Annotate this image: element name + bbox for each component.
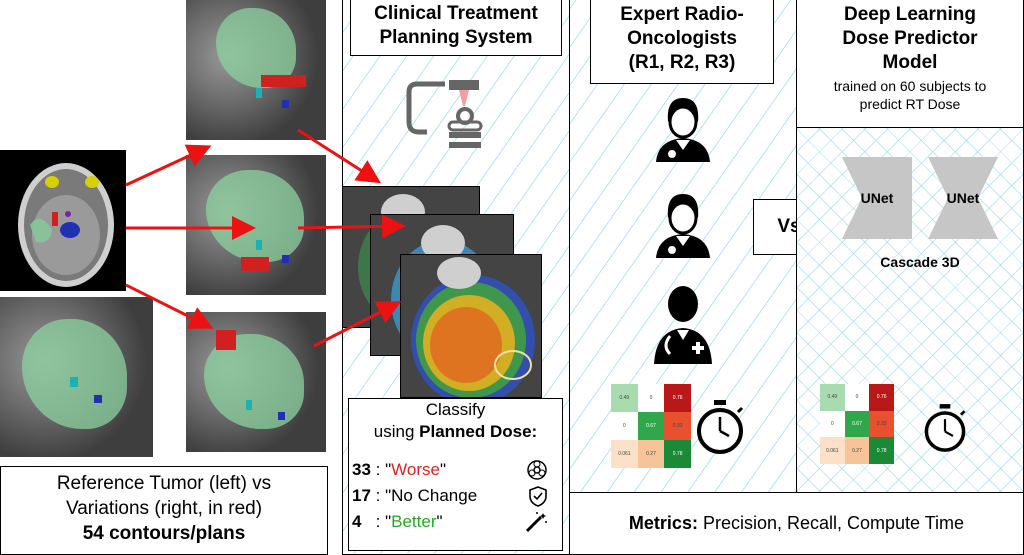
classify-sep: : " — [370, 486, 392, 505]
model-title-line-3: Model — [882, 52, 938, 73]
unet-block-2 — [928, 157, 998, 239]
reference-description-box: Reference Tumor (left) vs Variations (ri… — [0, 466, 328, 555]
classify-label: Better — [391, 512, 437, 531]
experts-title-line-1: Expert Radio- — [620, 4, 744, 25]
classify-count: 4 — [352, 512, 362, 531]
stopwatch-icon — [697, 400, 744, 454]
confusion-cell: 0 — [637, 384, 665, 412]
classify-row: 33 : "Worse" — [349, 457, 562, 489]
metrics-label: Metrics: — [628, 513, 698, 533]
dose-map-3 — [400, 254, 542, 398]
unet-label-1: UNet — [860, 190, 894, 206]
reference-line-3: 54 contours/plans — [82, 523, 246, 544]
classify-close-quote: " — [439, 460, 446, 479]
variation-mri-slice-2 — [186, 155, 326, 295]
classify-label: Worse — [391, 460, 440, 479]
classify-heading-line-1: Classify — [425, 400, 486, 419]
metrics-text: Precision, Recall, Compute Time — [697, 513, 965, 533]
model-confusion-matrix: 0.49 0 0.76 0 0.67 0.33 0.061 0.27 0.78 — [820, 384, 894, 464]
classify-count: 33 — [352, 460, 371, 479]
unet-label-2: UNet — [946, 190, 980, 206]
confusion-cell: 0.33 — [869, 410, 894, 438]
variation-mri-slice-1 — [186, 0, 326, 140]
classify-row: 4 : "Better" — [349, 509, 562, 541]
variation-mri-slice-3 — [186, 312, 326, 452]
reference-ct-scan — [0, 150, 126, 291]
reference-line-2: Variations (right, in red) — [65, 498, 263, 519]
classify-heading-line-2: using Planned Dose: — [349, 421, 562, 443]
model-title-line-1: Deep Learning — [844, 4, 976, 25]
confusion-cell: 0.49 — [611, 384, 638, 412]
unet-block-1 — [842, 157, 912, 239]
confusion-cell: 0.67 — [844, 410, 870, 438]
model-subtitle-line-2: predict RT Dose — [859, 96, 961, 112]
metrics-box: Metrics: Precision, Recall, Compute Time — [569, 492, 1024, 555]
model-title-box: Deep Learning Dose Predictor Model train… — [796, 0, 1024, 128]
cascade-label: Cascade 3D — [880, 254, 960, 270]
confusion-cell: 0 — [611, 412, 638, 440]
biohazard-icon — [526, 459, 548, 489]
classify-rows: 33 : "Worse" 17 : "No Change 4 : "Better" — [349, 457, 562, 541]
reference-mri-slice — [0, 297, 153, 457]
confusion-cell: 0.27 — [637, 440, 665, 468]
ctps-title-line-1: Clinical Treatment — [374, 3, 538, 24]
confusion-cell: 0 — [844, 384, 870, 411]
shield-check-icon — [528, 485, 548, 515]
ctps-title-line-2: Planning System — [379, 27, 533, 48]
reference-line-1: Reference Tumor (left) vs — [56, 473, 272, 494]
confusion-cell: 0.76 — [664, 384, 691, 412]
ctps-title-box: Clinical Treatment Planning System — [350, 0, 562, 56]
classify-prefix: using — [373, 422, 420, 441]
confusion-cell: 0.78 — [664, 440, 691, 468]
confusion-cell: 0.27 — [844, 437, 870, 464]
classify-box: Classify using Planned Dose: 33 : "Worse… — [348, 398, 563, 551]
ct-scan-graphic — [18, 163, 114, 287]
magic-wand-icon — [524, 511, 548, 541]
confusion-cell: 0.33 — [664, 412, 691, 440]
expert-confusion-matrix: 0.49 0 0.76 0 0.67 0.33 0.061 0.27 0.78 — [611, 384, 691, 468]
classify-planned-dose: Planned Dose: — [419, 422, 538, 441]
linac-machine-icon — [406, 80, 483, 148]
classify-label: No Change — [391, 486, 478, 505]
confusion-cell: 0.67 — [637, 412, 665, 440]
experts-title-box: Expert Radio- Oncologists (R1, R2, R3) — [590, 0, 774, 84]
confusion-cell: 0.76 — [869, 384, 894, 411]
model-subtitle-line-1: trained on 60 subjects to — [833, 78, 987, 94]
classify-count: 17 — [352, 486, 371, 505]
vs-label: Vs — [777, 216, 801, 237]
classify-row: 17 : "No Change — [349, 483, 562, 515]
female-doctor-icon-1 — [656, 98, 710, 162]
experts-title-line-2: Oncologists — [627, 28, 737, 49]
confusion-cell: 0.061 — [820, 437, 845, 464]
confusion-cell: 0.78 — [869, 437, 894, 464]
female-doctor-icon-2 — [656, 194, 710, 258]
classify-sep: : " — [370, 460, 392, 479]
classify-close-quote: " — [436, 512, 443, 531]
confusion-cell: 0 — [820, 410, 845, 438]
confusion-cell: 0.061 — [611, 440, 638, 468]
classify-sep: : " — [361, 512, 392, 531]
stopwatch-icon-model — [924, 404, 966, 452]
model-title-line-2: Dose Predictor — [842, 28, 978, 49]
male-doctor-icon — [654, 286, 712, 364]
experts-title-line-3: (R1, R2, R3) — [628, 52, 736, 73]
confusion-cell: 0.49 — [820, 384, 845, 411]
